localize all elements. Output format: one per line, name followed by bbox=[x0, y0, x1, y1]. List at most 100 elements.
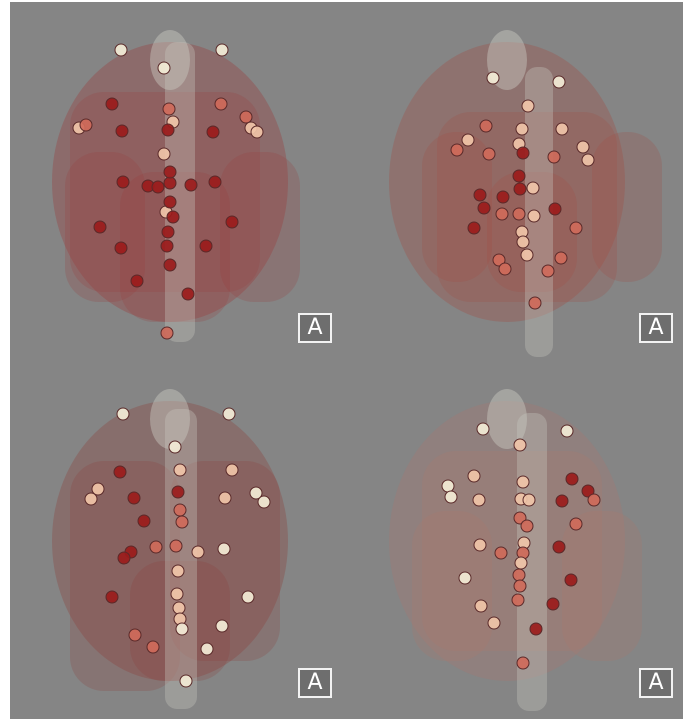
network-node bbox=[93, 220, 107, 234]
network-node bbox=[576, 140, 590, 154]
network-node bbox=[473, 538, 487, 552]
network-node bbox=[474, 599, 488, 613]
network-node bbox=[191, 545, 205, 559]
network-node bbox=[511, 593, 525, 607]
network-node bbox=[516, 475, 530, 489]
network-node bbox=[513, 438, 527, 452]
network-node bbox=[527, 209, 541, 223]
network-node bbox=[514, 556, 528, 570]
tissue-region bbox=[487, 172, 577, 292]
network-node bbox=[222, 407, 236, 421]
orientation-marker: A bbox=[639, 313, 673, 343]
network-node bbox=[526, 181, 540, 195]
network-node bbox=[239, 110, 253, 124]
network-node bbox=[498, 262, 512, 276]
network-node bbox=[473, 188, 487, 202]
network-node bbox=[166, 210, 180, 224]
network-node bbox=[547, 150, 561, 164]
network-node bbox=[130, 274, 144, 288]
network-node bbox=[444, 490, 458, 504]
network-node bbox=[512, 207, 526, 221]
network-node bbox=[171, 485, 185, 499]
tissue-region bbox=[70, 461, 180, 691]
network-node bbox=[587, 493, 601, 507]
network-node bbox=[163, 176, 177, 190]
network-node bbox=[218, 491, 232, 505]
network-node bbox=[149, 540, 163, 554]
tissue-region bbox=[70, 92, 260, 292]
network-node bbox=[157, 61, 171, 75]
network-node bbox=[160, 326, 174, 340]
network-node bbox=[128, 628, 142, 642]
network-node bbox=[554, 251, 568, 265]
network-node bbox=[495, 207, 509, 221]
midline-shape bbox=[150, 389, 190, 449]
network-node bbox=[199, 239, 213, 253]
network-node bbox=[151, 180, 165, 194]
network-node bbox=[521, 99, 535, 113]
tissue-region bbox=[120, 172, 230, 322]
network-node bbox=[200, 642, 214, 656]
network-node bbox=[541, 264, 555, 278]
brain-render-canvas: A A A A bbox=[10, 2, 683, 719]
tissue-region bbox=[412, 511, 492, 661]
tissue-outline bbox=[389, 401, 625, 681]
network-node bbox=[458, 571, 472, 585]
network-node bbox=[560, 424, 574, 438]
tissue-region bbox=[592, 132, 662, 282]
network-node bbox=[116, 175, 130, 189]
network-node bbox=[173, 503, 187, 517]
midline-shape bbox=[150, 30, 190, 90]
network-node bbox=[116, 407, 130, 421]
network-node bbox=[555, 122, 569, 136]
network-node bbox=[146, 640, 160, 654]
network-node bbox=[206, 125, 220, 139]
network-node bbox=[175, 515, 189, 529]
network-node bbox=[461, 133, 475, 147]
network-node bbox=[520, 248, 534, 262]
brain-render-bottom-right bbox=[389, 389, 642, 711]
tissue-region bbox=[220, 152, 300, 302]
network-node bbox=[241, 590, 255, 604]
network-node bbox=[552, 540, 566, 554]
network-node bbox=[163, 165, 177, 179]
network-node bbox=[529, 622, 543, 636]
network-node bbox=[515, 122, 529, 136]
network-node bbox=[569, 221, 583, 235]
network-node bbox=[127, 491, 141, 505]
network-node bbox=[175, 622, 189, 636]
orientation-marker: A bbox=[639, 668, 673, 698]
network-node bbox=[171, 564, 185, 578]
network-node bbox=[486, 71, 500, 85]
network-node bbox=[564, 573, 578, 587]
midline-shape bbox=[487, 389, 527, 449]
network-node bbox=[168, 440, 182, 454]
network-node bbox=[512, 169, 526, 183]
network-node bbox=[181, 287, 195, 301]
network-node bbox=[249, 486, 263, 500]
network-node bbox=[225, 463, 239, 477]
network-node bbox=[482, 147, 496, 161]
network-node bbox=[225, 215, 239, 229]
brain-render-bottom-left bbox=[52, 389, 288, 709]
network-node bbox=[179, 674, 193, 688]
brain-render-top-right bbox=[389, 30, 662, 357]
network-node bbox=[552, 75, 566, 89]
network-node bbox=[157, 147, 171, 161]
network-node bbox=[548, 202, 562, 216]
brain-view-top-left: A bbox=[10, 2, 346, 360]
network-node bbox=[84, 492, 98, 506]
brain-render-top-left bbox=[52, 30, 300, 342]
network-node bbox=[114, 241, 128, 255]
tissue-outline bbox=[389, 42, 625, 322]
network-node bbox=[546, 597, 560, 611]
network-node bbox=[555, 494, 569, 508]
brain-view-bottom-left: A bbox=[10, 361, 346, 719]
network-node bbox=[492, 253, 506, 267]
tissue-region bbox=[562, 511, 642, 661]
network-node bbox=[528, 296, 542, 310]
network-node bbox=[214, 97, 228, 111]
network-node bbox=[472, 493, 486, 507]
network-node bbox=[467, 469, 481, 483]
network-node bbox=[184, 178, 198, 192]
